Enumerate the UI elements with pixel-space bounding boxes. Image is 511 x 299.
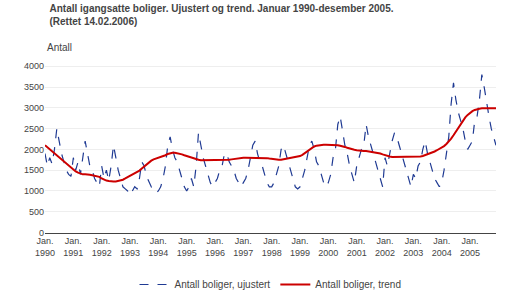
svg-text:Jan.2000: Jan.2000: [318, 236, 338, 258]
svg-text:4000: 4000: [24, 61, 44, 71]
svg-text:Jan.1996: Jan.1996: [205, 236, 225, 258]
svg-text:3000: 3000: [24, 103, 44, 113]
svg-text:Jan.1991: Jan.1991: [63, 236, 83, 258]
svg-text:3500: 3500: [24, 82, 44, 92]
svg-text:500: 500: [29, 207, 44, 217]
svg-text:Antall boliger, ujustert: Antall boliger, ujustert: [175, 279, 271, 290]
svg-text:1000: 1000: [24, 186, 44, 196]
svg-text:Antall boliger, trend: Antall boliger, trend: [315, 279, 401, 290]
svg-text:2500: 2500: [24, 124, 44, 134]
svg-text:Jan.1993: Jan.1993: [120, 236, 140, 258]
svg-text:Jan.2003: Jan.2003: [403, 236, 423, 258]
svg-text:1500: 1500: [24, 165, 44, 175]
svg-text:Jan.2002: Jan.2002: [375, 236, 395, 258]
svg-text:Antall: Antall: [47, 42, 72, 53]
svg-text:Jan.1995: Jan.1995: [177, 236, 197, 258]
svg-text:2000: 2000: [24, 145, 44, 155]
svg-text:Jan.1999: Jan.1999: [290, 236, 310, 258]
svg-text:Jan.2001: Jan.2001: [347, 236, 367, 258]
svg-text:Jan.1997: Jan.1997: [233, 236, 253, 258]
svg-text:Antall igangsatte boliger. Uju: Antall igangsatte boliger. Ujustert og t…: [50, 3, 394, 27]
svg-text:Jan.2005: Jan.2005: [460, 236, 480, 258]
svg-text:Jan.1998: Jan.1998: [262, 236, 282, 258]
svg-text:0: 0: [39, 228, 44, 238]
svg-text:Jan.1992: Jan.1992: [92, 236, 112, 258]
svg-text:Jan.2004: Jan.2004: [432, 236, 452, 258]
svg-text:Jan.1994: Jan.1994: [148, 236, 168, 258]
svg-text:Jan.1990: Jan.1990: [35, 236, 55, 258]
